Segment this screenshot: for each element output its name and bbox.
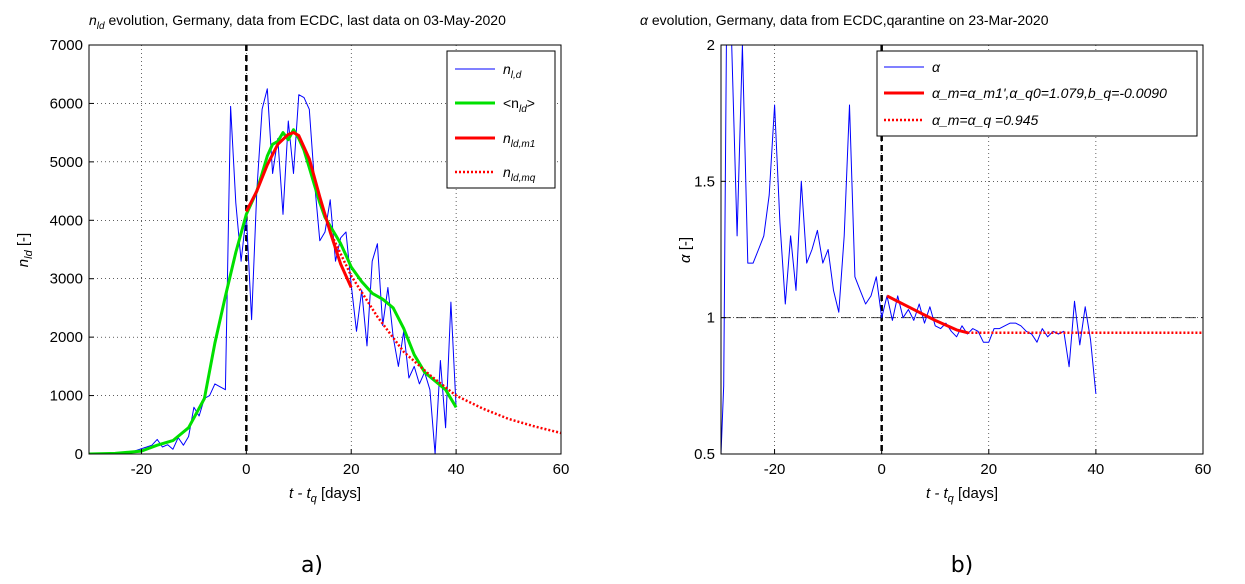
series-line-left-0 [89, 88, 457, 454]
legend-label-alpha-m1: α_m=α_m1',α_q0=1.079,b_q=-0.0090 [932, 85, 1167, 101]
chart-right-axes-box [720, 44, 1204, 455]
y-tick-label: 5000 [50, 154, 83, 171]
x-tick-label: 60 [553, 461, 570, 478]
legend-label-nld-mq: nld,mq [503, 164, 536, 184]
chart-left-y-label: nld [-] [15, 233, 35, 267]
chart-right-series [721, 45, 1203, 454]
x-tick-label: 20 [343, 461, 360, 478]
y-tick-label: 1.5 [694, 173, 715, 190]
x-tick-label: -20 [764, 461, 786, 478]
legend-entry-nld-mq: nld,mq [455, 164, 536, 184]
legend-entry-alpha: α [884, 59, 941, 75]
chart-right-y-ticks: 0.5 1 1.5 2 [694, 37, 726, 463]
caption-right: b) [951, 553, 974, 578]
legend-entry-nld-avg: <nld> [455, 95, 535, 115]
legend-entry-nld-raw: nl,d [455, 61, 522, 81]
y-tick-label: 0 [75, 446, 83, 463]
y-tick-label: 1 [707, 310, 715, 327]
series-line-right-0 [721, 45, 1097, 454]
x-tick-label: 40 [448, 461, 465, 478]
caption-left: a) [301, 553, 323, 578]
series-line-left-2 [244, 131, 353, 289]
legend-label-alpha: α [932, 59, 941, 75]
legend-entry-alpha-m1: α_m=α_m1',α_q0=1.079,b_q=-0.0090 [884, 85, 1167, 101]
legend-label-alpha-q: α_m=α_q =0.945 [932, 112, 1038, 128]
series-line-left-1 [89, 128, 458, 454]
chart-right-x-label: t - tq [days] [926, 485, 998, 505]
chart-left-series [89, 88, 561, 454]
chart-left-axes-box [88, 44, 562, 455]
legend-entry-alpha-q: α_m=α_q =0.945 [884, 112, 1038, 128]
series-line-left-3 [329, 231, 561, 435]
x-tick-label: 20 [980, 461, 997, 478]
chart-left-title: nld evolution, Germany, data from ECDC, … [89, 12, 506, 32]
legend-label-nld-raw: nl,d [503, 61, 522, 81]
chart-right: α evolution, Germany, data from ECDC,qar… [640, 12, 1211, 505]
y-tick-label: 4000 [50, 212, 83, 229]
legend-label-nld-avg: <nld> [503, 95, 535, 115]
x-tick-label: 40 [1088, 461, 1105, 478]
series-line-right-1 [886, 294, 968, 335]
chart-left-x-label: t - tq [days] [289, 485, 361, 505]
chart-right-x-ticks: -20 0 20 40 60 [764, 449, 1212, 478]
y-tick-label: 1000 [50, 388, 83, 405]
chart-left-y-ticks: 0 1000 2000 3000 4000 5000 6000 7000 [50, 37, 94, 463]
chart-left-legend: nl,d <nld> nld,m1 nld,mq [446, 50, 556, 189]
chart-right-legend-box [876, 50, 1198, 137]
chart-left: nld evolution, Germany, data from ECDC, … [15, 12, 569, 505]
x-tick-label: 0 [242, 461, 250, 478]
chart-left-legend-box [446, 50, 556, 189]
y-tick-label: 0.5 [694, 446, 715, 463]
legend-entry-nld-m1: nld,m1 [455, 130, 535, 150]
chart-right-legend: α α_m=α_m1',α_q0=1.079,b_q=-0.0090 α_m=α… [876, 50, 1198, 137]
x-tick-label: -20 [131, 461, 153, 478]
legend-label-nld-m1: nld,m1 [503, 130, 535, 150]
y-tick-label: 2000 [50, 329, 83, 346]
chart-right-title: α evolution, Germany, data from ECDC,qar… [640, 12, 1049, 28]
x-tick-label: 60 [1195, 461, 1212, 478]
y-tick-label: 3000 [50, 271, 83, 288]
y-tick-label: 6000 [50, 95, 83, 112]
chart-right-y-label: α [-] [677, 237, 694, 263]
chart-left-x-ticks: -20 0 20 40 60 [131, 449, 570, 478]
x-tick-label: 0 [877, 461, 885, 478]
y-tick-label: 2 [707, 37, 715, 54]
y-tick-label: 7000 [50, 37, 83, 54]
